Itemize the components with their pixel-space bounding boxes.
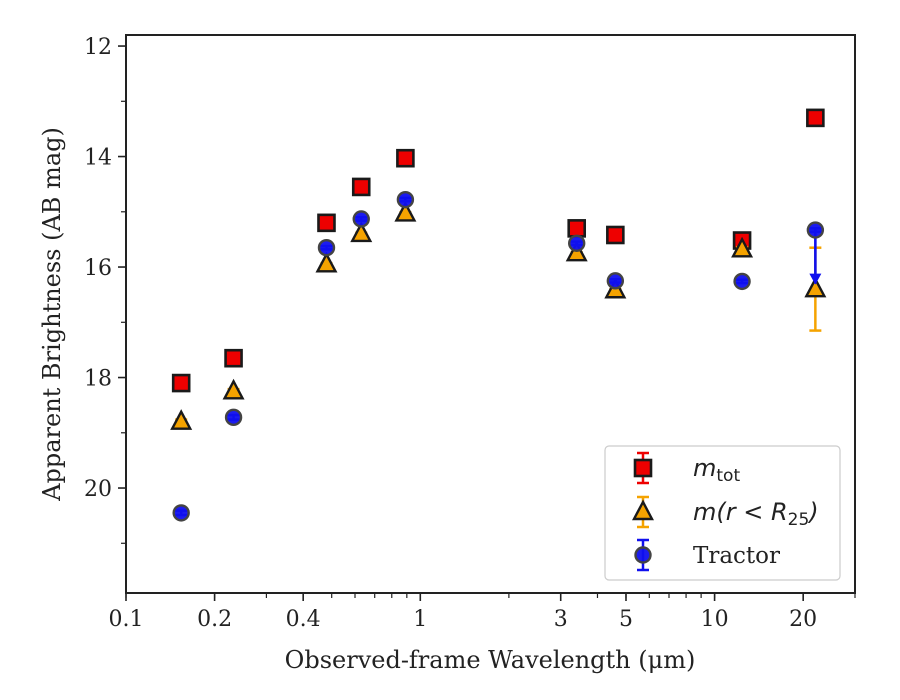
point-mtot xyxy=(224,348,243,368)
point-mr25 xyxy=(804,276,827,298)
point-mtot xyxy=(351,177,371,197)
x-tick-label: 1 xyxy=(413,607,427,632)
point-tractor xyxy=(224,408,243,427)
y-ticks: 12 14 16 18 20 xyxy=(84,35,126,544)
plot-frame xyxy=(125,34,856,594)
point-mr25 xyxy=(350,221,373,243)
legend-frame xyxy=(604,445,841,581)
legend-label-mr25: m(r < R25) xyxy=(693,498,819,530)
y-axis-label: Apparent Brightness (AB mag) xyxy=(38,127,66,502)
x-tick-label: 20 xyxy=(789,607,817,632)
legend-marker-tractor xyxy=(634,546,652,564)
point-mr25 xyxy=(394,200,417,222)
data-marks xyxy=(170,108,827,522)
x-tick-label: 0.1 xyxy=(109,607,144,632)
point-tractor xyxy=(396,190,415,209)
legend: mtot m(r < R25) Tractor xyxy=(604,445,841,581)
x-ticks: 0.1 0.2 0.4 1 3 5 10 20 xyxy=(109,593,856,632)
legend-marker-mtot xyxy=(633,458,653,478)
point-tractor xyxy=(352,210,370,228)
point-mtot xyxy=(317,213,336,233)
y-tick-label: 12 xyxy=(84,35,112,60)
point-mtot xyxy=(806,108,825,128)
x-tick-label: 3 xyxy=(554,607,568,632)
y-tick-label: 18 xyxy=(84,367,112,392)
point-tractor xyxy=(568,234,586,252)
x-axis-label: Observed-frame Wavelength (μm) xyxy=(285,646,696,674)
point-mtot xyxy=(606,225,625,245)
point-mtot xyxy=(567,219,587,238)
y-tick-label: 14 xyxy=(84,146,112,171)
legend-label-tractor: Tractor xyxy=(693,543,780,569)
legend-entry-mr25: m(r < R25) xyxy=(632,495,819,530)
series-tractor xyxy=(172,190,825,522)
point-mr25 xyxy=(222,378,245,400)
x-tick-label: 0.2 xyxy=(197,607,232,632)
x-tick-label: 0.4 xyxy=(286,607,321,632)
point-tractor xyxy=(806,221,825,239)
y-tick-label: 16 xyxy=(84,256,112,281)
point-mtot xyxy=(396,148,415,168)
point-tractor xyxy=(606,272,625,290)
upper-limit-arrow-head xyxy=(809,273,822,285)
point-tractor xyxy=(733,272,751,291)
x-tick-label: 5 xyxy=(619,607,633,632)
legend-entry-mtot: mtot xyxy=(633,451,740,486)
point-tractor xyxy=(172,504,190,522)
point-mr25 xyxy=(170,409,193,430)
point-mr25 xyxy=(315,251,338,273)
point-mtot xyxy=(171,373,191,393)
legend-marker-mr25 xyxy=(632,499,654,521)
legend-entry-tractor: Tractor xyxy=(634,538,780,572)
series-mr25 xyxy=(170,200,827,430)
y-tick-label: 20 xyxy=(84,477,112,502)
point-mr25 xyxy=(731,236,754,258)
point-tractor xyxy=(317,239,336,257)
x-tick-label: 10 xyxy=(701,607,729,632)
legend-label-mtot: mtot xyxy=(693,454,740,486)
